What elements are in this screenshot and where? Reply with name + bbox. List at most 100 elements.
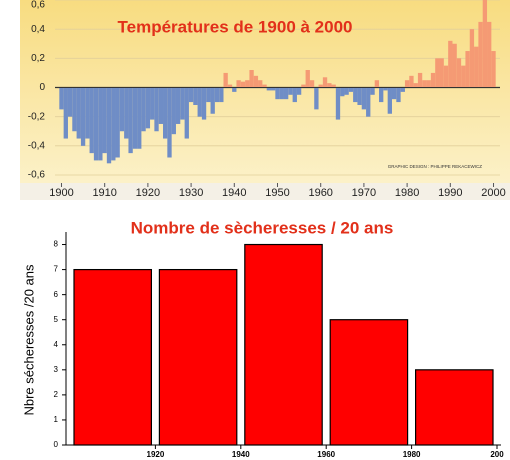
bar [275,87,280,100]
bar [452,43,457,88]
bar [249,70,254,88]
x-tick-label: 1900 [49,187,73,199]
bar [404,80,410,88]
bar [115,87,120,158]
bar [119,87,125,132]
bar [379,87,384,103]
bar [67,87,73,117]
bar [188,87,194,103]
bar [223,72,228,88]
bar [132,87,138,149]
bar [448,40,453,88]
bar [331,84,336,88]
y-tick-label: 7 [54,265,59,274]
bar [63,87,68,139]
bar [266,87,272,91]
bar [426,80,431,88]
bar [232,87,237,92]
bar [85,87,90,139]
bar [141,87,146,132]
bar [478,21,483,88]
bar [301,84,306,88]
bar [145,87,151,129]
bar [240,81,246,88]
bar [383,87,388,91]
bar [111,87,116,161]
drought-chart: 0 1 2 3 4 5 6 7 8 1920 1940 1960 1980 200 Nombre de sè… [21,218,504,459]
bar [72,87,77,132]
y-tick-label: 8 [54,240,59,249]
bar [73,268,153,446]
x-tick-label: 1980 [403,450,421,459]
bar [409,75,414,88]
bar [98,87,103,161]
y-tick-label: 1 [54,415,59,424]
bar [305,70,310,88]
bar [374,80,380,88]
bar [150,87,155,120]
bar [158,268,238,446]
bar [106,87,112,164]
x-tick-label: 1940 [232,450,250,459]
credit: GRAPHIC DESIGN : PHILIPPE REKACEWICZ [388,164,483,169]
bar [309,80,315,88]
y-tick-label: 0,2 [31,53,45,64]
bar [180,87,185,120]
bar [296,87,302,95]
x-tick-label: 1940 [222,187,246,199]
bar [353,87,358,103]
x-tick-label: 200 [490,450,504,459]
bar [245,80,250,88]
x-tick-label: 1920 [147,450,165,459]
bar [292,87,297,103]
temperature-chart: -0,6 -0,4 -0,2 0 0,2 0,4 0,6 1900 1910 1920 1930 19… [28,0,506,199]
bar [456,58,462,88]
bar [387,87,392,114]
bar [361,87,367,110]
bar [329,319,409,446]
bar [154,87,159,132]
bar [158,87,164,124]
bar [167,87,172,158]
bar [206,87,211,103]
bar [366,87,371,117]
bar [391,87,397,100]
bar [197,87,202,117]
bar [461,65,466,88]
bar [184,87,189,139]
y-tick-label: 0 [54,440,59,449]
y-tick-label: -0,4 [28,140,46,151]
bar [171,87,176,135]
y-tick-label: 0,6 [31,0,45,11]
bar [279,87,284,100]
bar [357,87,362,105]
bar [487,21,492,88]
bar [227,84,233,88]
y-tick-label: 0 [39,82,45,93]
bar [219,87,224,103]
x-tick-label: 2000 [481,187,505,199]
bar [283,87,289,100]
bar [236,80,241,88]
bar [396,87,401,103]
y-axis-label: Nbre sécheresses /20 ans [21,264,36,416]
bar [124,87,129,139]
bar [210,87,215,114]
x-tick-label: 1930 [179,187,203,199]
bar [137,87,142,149]
bar [128,87,133,154]
bar [491,51,496,88]
bar [465,51,470,88]
bar [430,72,436,88]
bar [474,46,479,88]
bar [322,77,328,88]
bar [175,87,181,124]
bars [59,0,496,164]
bar [439,58,444,88]
bar [59,87,64,110]
y-tick-label: -0,2 [28,111,46,122]
x-tick-label: 1960 [308,187,332,199]
bar [335,87,341,120]
bar [344,87,349,95]
